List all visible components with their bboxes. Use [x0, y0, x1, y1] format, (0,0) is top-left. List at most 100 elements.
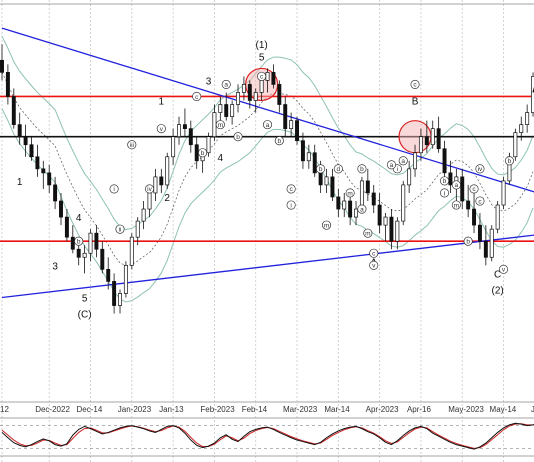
candle-body [477, 224, 482, 242]
candle-body [5, 72, 10, 97]
sub-wave-label: c [195, 94, 199, 101]
candle-body [354, 208, 359, 218]
sub-wave-label: b [360, 166, 364, 173]
x-tick-label: 12 [0, 405, 9, 414]
x-tick-label: Dec-2022 [35, 405, 70, 414]
candle-body [424, 136, 429, 146]
wave-label: 4 [76, 213, 82, 224]
wave-label: 3 [52, 261, 58, 272]
falling-trendline [1, 27, 534, 193]
sub-wave-label: a [455, 182, 459, 189]
candle-body [147, 192, 152, 210]
oscillator-fast-line [1, 422, 534, 450]
candle-body [123, 264, 128, 294]
candle-body [389, 216, 394, 242]
candle-body [318, 172, 323, 186]
candle-body [513, 132, 518, 158]
candle-body [171, 136, 176, 158]
wave-label: (1) [256, 40, 268, 51]
candle-body [29, 144, 34, 158]
sub-wave-label: v [160, 126, 164, 133]
sub-wave-label: d [337, 166, 341, 173]
wave-label: C [494, 269, 501, 280]
candle-body [41, 168, 46, 174]
sub-wave-circle [357, 164, 367, 174]
wave-label: 4 [218, 153, 224, 164]
candle-body [218, 104, 223, 113]
candle-body [312, 152, 317, 174]
candle-body [118, 293, 122, 306]
candle-body [330, 176, 335, 198]
candle-body [348, 200, 353, 218]
candle-body [17, 124, 22, 138]
candle-body [289, 120, 294, 129]
candle-body [531, 76, 534, 113]
candle-body [483, 240, 488, 258]
candle-body [82, 252, 87, 258]
candle-body [88, 232, 93, 254]
candle-body [23, 136, 28, 146]
sub-wave-label: b [278, 138, 282, 145]
sub-wave-label: c [290, 186, 294, 193]
sub-wave-circle [286, 200, 296, 210]
oscillator-panel [0, 422, 534, 450]
sub-wave-circle [74, 236, 84, 246]
candle-body [47, 172, 52, 186]
candle-body [371, 192, 376, 206]
sub-wave-label: iv [147, 186, 152, 193]
wave-label: (2) [492, 285, 504, 296]
sub-wave-circle [369, 248, 379, 258]
candle-body [365, 180, 370, 194]
candle-body [401, 184, 406, 222]
sub-wave-circle [410, 79, 420, 89]
wave-label: 2 [29, 149, 35, 160]
candle-body [306, 152, 311, 162]
candle-body [153, 176, 158, 194]
sub-wave-circle [357, 204, 367, 214]
sub-wave-circle [198, 148, 208, 158]
sub-wave-label: iv [478, 166, 483, 173]
candle-body [525, 112, 530, 125]
candle-body [0, 59, 4, 73]
candle-body [230, 104, 235, 117]
candle-body [106, 268, 111, 282]
sub-wave-label: i [113, 186, 114, 193]
sub-wave-label: v [372, 263, 376, 270]
candle-body [259, 80, 264, 93]
candle-body [413, 152, 418, 170]
candle-body [182, 124, 187, 129]
sub-wave-label: i [290, 202, 291, 209]
wave-labels: (1)5312142435(C)BAC(2)cacviiiiiiivbbbaci… [17, 40, 514, 321]
sub-wave-circle [257, 71, 267, 81]
candle-body [135, 220, 140, 238]
sub-wave-circle [286, 184, 296, 194]
x-tick-label: Apr-16 [407, 405, 432, 414]
sub-wave-circle [192, 91, 202, 102]
candle-body [141, 208, 146, 222]
x-tick-label: May-2023 [448, 405, 484, 414]
candle-body [448, 172, 453, 186]
candle-body [194, 144, 199, 162]
x-tick-label: Dec-14 [77, 405, 103, 414]
sub-wave-circle [369, 260, 379, 270]
candle-body [466, 200, 471, 210]
sub-wave-circle [316, 164, 326, 174]
candle-body [253, 92, 258, 101]
candle-body [460, 176, 465, 202]
sub-wave-circle [274, 136, 284, 146]
candle-body [11, 96, 16, 125]
sub-wave-label: m [454, 202, 459, 209]
candle-body [76, 248, 81, 258]
wave-label: 1 [17, 177, 23, 188]
candle-body [336, 196, 341, 210]
sub-wave-circle [451, 180, 461, 190]
sub-wave-label: a [360, 206, 364, 213]
candle-body [100, 248, 105, 270]
sub-wave-label: b [508, 158, 512, 165]
candle-body [129, 236, 134, 266]
sub-wave-circle [363, 228, 373, 238]
sub-wave-circle [345, 188, 355, 198]
candle-body [472, 208, 477, 226]
x-tick-label: Mar-2023 [283, 405, 318, 414]
